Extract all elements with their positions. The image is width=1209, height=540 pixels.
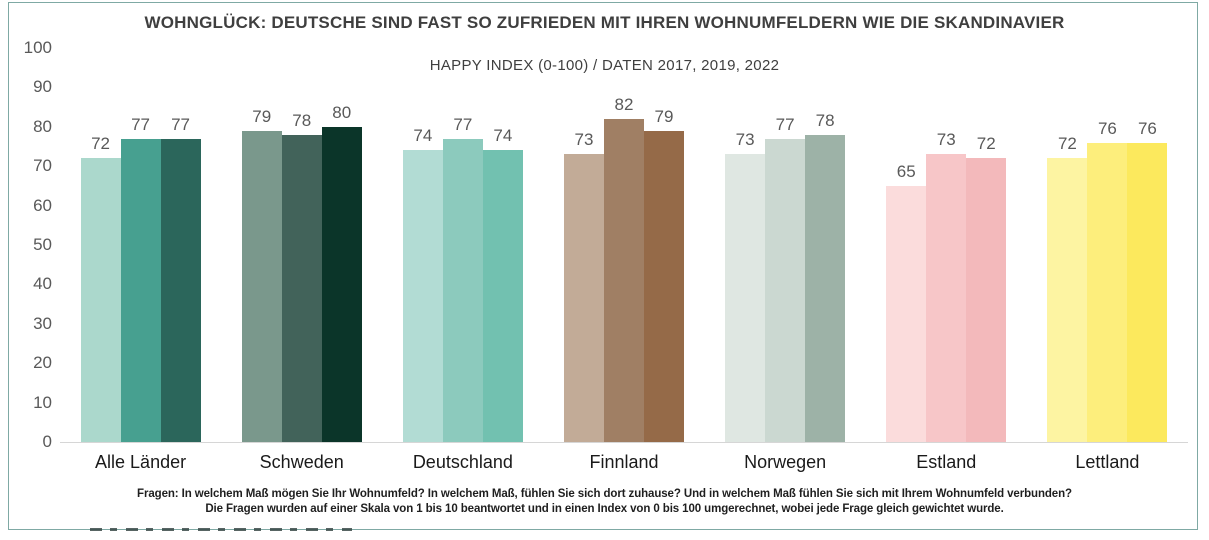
y-tick-label: 0 xyxy=(42,432,52,451)
bar: 73 xyxy=(725,130,766,442)
bar-value-label: 79 xyxy=(654,106,674,126)
category-axis: Alle Länder Schweden Deutschland Finnland No… xyxy=(60,452,1188,473)
chart-subtitle: HAPPY INDEX (0-100) / DATEN 2017, 2019, … xyxy=(429,57,780,74)
bar-value-label: 72 xyxy=(91,134,111,154)
y-tick-label: 60 xyxy=(33,195,52,215)
bar-value-label: 74 xyxy=(413,126,433,146)
category-label: Lettland xyxy=(1075,452,1140,472)
bar: 72 xyxy=(966,134,1007,442)
bar-group: 73 77 78 xyxy=(705,48,866,442)
y-tick-label: 10 xyxy=(33,392,52,412)
bar-value-label: 76 xyxy=(1097,118,1117,138)
bar: 82 xyxy=(603,95,644,442)
bar-value-label: 73 xyxy=(574,130,594,150)
bar-value-label: 80 xyxy=(332,102,352,122)
plot-area: 72 77 77 79 78 80 74 77 74 73 82 79 73 77 78 65 73 72 72 76… xyxy=(60,48,1188,443)
bar-group: 74 77 74 xyxy=(382,48,543,442)
chart-title: WOHNGLÜCK: DEUTSCHE SIND FAST SO ZUFRIED… xyxy=(144,13,1065,32)
category-label: Schweden xyxy=(259,452,344,472)
bar: 78 xyxy=(281,111,322,442)
bar-value-label: 82 xyxy=(614,94,634,114)
bar: 73 xyxy=(563,130,604,442)
bar-value-label: 77 xyxy=(171,114,191,134)
category-label: Deutschland xyxy=(412,452,513,472)
bar: 72 xyxy=(80,134,121,442)
bar-value-label: 72 xyxy=(1057,134,1077,154)
bar: 77 xyxy=(442,115,483,442)
bar-value-label: 72 xyxy=(976,134,996,154)
bar-value-label: 78 xyxy=(815,110,835,130)
y-tick-label: 50 xyxy=(33,235,52,254)
bar-value-label: 74 xyxy=(493,126,513,146)
bar-value-label: 73 xyxy=(735,130,755,150)
footnote-line-2: Die Fragen wurden auf einer Skala von 1 … xyxy=(205,503,1004,515)
bar: 73 xyxy=(926,130,967,442)
y-tick-label: 40 xyxy=(33,274,52,294)
cropped-text-fragment xyxy=(90,528,352,531)
bar: 74 xyxy=(402,126,443,442)
bar: 76 xyxy=(1127,119,1168,442)
bar: 77 xyxy=(160,115,201,442)
y-tick-label: 90 xyxy=(33,77,52,97)
bar: 76 xyxy=(1087,119,1128,442)
y-tick-label: 80 xyxy=(33,116,52,136)
category-label: Finnland xyxy=(589,452,659,472)
bar-group: 72 76 76 xyxy=(1027,48,1188,442)
bar-group: 65 73 72 xyxy=(866,48,1027,442)
bar-group: 73 82 79 xyxy=(543,48,704,442)
y-tick-label: 70 xyxy=(33,156,52,176)
footnote-line-1: Fragen: In welchem Maß mögen Sie Ihr Woh… xyxy=(137,488,1072,500)
bar-group: 79 78 80 xyxy=(221,48,382,442)
bar: 77 xyxy=(120,115,161,442)
bar-value-label: 77 xyxy=(453,114,473,134)
bar-value-label: 77 xyxy=(131,114,151,134)
bar-value-label: 79 xyxy=(252,106,272,126)
bar: 74 xyxy=(482,126,523,442)
bar-value-label: 78 xyxy=(292,110,312,130)
bar-value-label: 77 xyxy=(775,114,795,134)
bar-group: 72 77 77 xyxy=(60,48,221,442)
bar: 79 xyxy=(241,107,282,442)
bar-value-label: 73 xyxy=(936,130,956,150)
bar-value-label: 76 xyxy=(1137,118,1157,138)
bar: 72 xyxy=(1047,134,1088,442)
category-label: Estland xyxy=(916,452,977,472)
bar: 80 xyxy=(321,103,362,442)
category-label: Alle Länder xyxy=(95,452,187,472)
y-tick-label: 100 xyxy=(23,38,52,57)
category-label: Norwegen xyxy=(744,452,827,472)
bar: 79 xyxy=(643,107,684,442)
bar: 65 xyxy=(886,162,927,442)
y-tick-label: 20 xyxy=(33,353,52,373)
bar: 77 xyxy=(765,115,806,442)
bar-value-label: 65 xyxy=(896,161,916,181)
y-tick-label: 30 xyxy=(33,313,52,333)
bar: 78 xyxy=(805,111,846,442)
